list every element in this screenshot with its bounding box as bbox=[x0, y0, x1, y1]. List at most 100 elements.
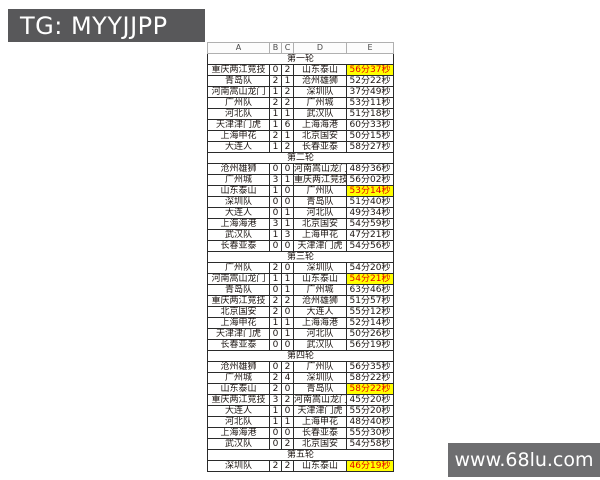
away-score: 0 bbox=[281, 427, 294, 439]
home-team: 山东泰山 bbox=[207, 383, 270, 395]
away-score: 2 bbox=[281, 86, 294, 98]
home-team: 河北队 bbox=[207, 416, 270, 428]
away-team: 青岛队 bbox=[293, 383, 347, 395]
match-row: 天津津门虎 1 6 上海海港 60分33秒 bbox=[207, 119, 394, 131]
away-score: 1 bbox=[281, 174, 294, 186]
match-time: 54分58秒 bbox=[346, 438, 394, 450]
match-time: 53分11秒 bbox=[346, 97, 394, 109]
home-score: 0 bbox=[269, 163, 282, 175]
home-score: 2 bbox=[269, 306, 282, 318]
away-team: 深圳队 bbox=[293, 86, 347, 98]
away-score: 1 bbox=[281, 108, 294, 120]
away-score: 1 bbox=[281, 75, 294, 87]
match-row: 深圳队 0 0 青岛队 51分40秒 bbox=[207, 196, 394, 208]
away-team: 北京国安 bbox=[293, 218, 347, 230]
home-score: 1 bbox=[269, 185, 282, 197]
home-score: 2 bbox=[269, 130, 282, 142]
match-row: 上海申花 2 1 北京国安 50分15秒 bbox=[207, 130, 394, 142]
home-team: 沧州雄狮 bbox=[207, 361, 270, 373]
match-time: 55分20秒 bbox=[346, 405, 394, 417]
match-time: 47分21秒 bbox=[346, 229, 394, 241]
home-team: 山东泰山 bbox=[207, 185, 270, 197]
away-team: 武汉队 bbox=[293, 108, 347, 120]
home-score: 0 bbox=[269, 328, 282, 340]
home-score: 0 bbox=[269, 284, 282, 296]
home-score: 0 bbox=[269, 339, 282, 351]
away-score: 1 bbox=[281, 416, 294, 428]
home-team: 天津津门虎 bbox=[207, 119, 270, 131]
match-row: 河南嵩山龙门 1 1 山东泰山 54分21秒 bbox=[207, 273, 394, 285]
home-score: 0 bbox=[269, 240, 282, 252]
away-team: 广州队 bbox=[293, 185, 347, 197]
home-team: 广州队 bbox=[207, 262, 270, 274]
home-score: 0 bbox=[269, 207, 282, 219]
column-header: A bbox=[207, 42, 270, 54]
match-time: 50分26秒 bbox=[346, 328, 394, 340]
home-score: 2 bbox=[269, 97, 282, 109]
home-team: 青岛队 bbox=[207, 75, 270, 87]
round-label: 第五轮 bbox=[207, 449, 394, 461]
home-score: 0 bbox=[269, 438, 282, 450]
away-team: 河南嵩山龙门 bbox=[293, 394, 347, 406]
home-score: 1 bbox=[269, 317, 282, 329]
away-team: 广州队 bbox=[293, 361, 347, 373]
match-time: 55分12秒 bbox=[346, 306, 394, 318]
home-score: 1 bbox=[269, 229, 282, 241]
home-score: 2 bbox=[269, 383, 282, 395]
away-score: 1 bbox=[281, 130, 294, 142]
home-team: 上海申花 bbox=[207, 317, 270, 329]
away-score: 1 bbox=[281, 328, 294, 340]
match-time: 37分49秒 bbox=[346, 86, 394, 98]
match-time: 52分14秒 bbox=[346, 317, 394, 329]
home-score: 1 bbox=[269, 273, 282, 285]
away-score: 3 bbox=[281, 229, 294, 241]
away-team: 青岛队 bbox=[293, 196, 347, 208]
round-header-row: 第一轮 bbox=[207, 53, 394, 65]
results-table: A B C D E 第一轮 重庆两江竞技 0 2 山东泰山 56分37秒 青岛队 2 1 沧州雄狮 52分22… bbox=[207, 42, 394, 472]
match-time: 56分37秒 bbox=[346, 64, 394, 76]
match-time: 45分20秒 bbox=[346, 394, 394, 406]
home-score: 3 bbox=[269, 394, 282, 406]
spreadsheet: A B C D E 第一轮 重庆两江竞技 0 2 山东泰山 56分37秒 青岛队 2 1 沧州雄狮 52分22… bbox=[207, 42, 394, 472]
home-team: 上海海港 bbox=[207, 218, 270, 230]
home-team: 沧州雄狮 bbox=[207, 163, 270, 175]
match-row: 深圳队 2 2 山东泰山 46分19秒 bbox=[207, 460, 394, 472]
home-score: 1 bbox=[269, 141, 282, 153]
away-score: 0 bbox=[281, 383, 294, 395]
match-row: 山东泰山 2 0 青岛队 58分22秒 bbox=[207, 383, 394, 395]
home-team: 深圳队 bbox=[207, 460, 270, 472]
match-time: 52分22秒 bbox=[346, 75, 394, 87]
away-score: 1 bbox=[281, 218, 294, 230]
match-row: 广州城 3 1 重庆两江竞技 56分02秒 bbox=[207, 174, 394, 186]
away-score: 2 bbox=[281, 361, 294, 373]
away-team: 大连人 bbox=[293, 306, 347, 318]
away-team: 武汉队 bbox=[293, 339, 347, 351]
column-header: E bbox=[346, 42, 394, 54]
away-team: 广州城 bbox=[293, 284, 347, 296]
match-row: 山东泰山 1 0 广州队 53分14秒 bbox=[207, 185, 394, 197]
away-score: 0 bbox=[281, 339, 294, 351]
away-team: 沧州雄狮 bbox=[293, 75, 347, 87]
home-score: 2 bbox=[269, 295, 282, 307]
away-team: 上海海港 bbox=[293, 317, 347, 329]
away-team: 北京国安 bbox=[293, 130, 347, 142]
away-score: 2 bbox=[281, 97, 294, 109]
away-team: 沧州雄狮 bbox=[293, 295, 347, 307]
home-team: 青岛队 bbox=[207, 284, 270, 296]
home-score: 2 bbox=[269, 262, 282, 274]
home-score: 2 bbox=[269, 460, 282, 472]
round-header-row: 第二轮 bbox=[207, 152, 394, 164]
home-team: 河南嵩山龙门 bbox=[207, 86, 270, 98]
home-team: 大连人 bbox=[207, 405, 270, 417]
home-team: 大连人 bbox=[207, 207, 270, 219]
match-time: 56分19秒 bbox=[346, 339, 394, 351]
away-team: 深圳队 bbox=[293, 372, 347, 384]
away-score: 6 bbox=[281, 119, 294, 131]
home-score: 0 bbox=[269, 427, 282, 439]
away-score: 1 bbox=[281, 284, 294, 296]
home-score: 0 bbox=[269, 196, 282, 208]
column-header: D bbox=[293, 42, 347, 54]
away-score: 1 bbox=[281, 207, 294, 219]
match-time: 58分27秒 bbox=[346, 141, 394, 153]
